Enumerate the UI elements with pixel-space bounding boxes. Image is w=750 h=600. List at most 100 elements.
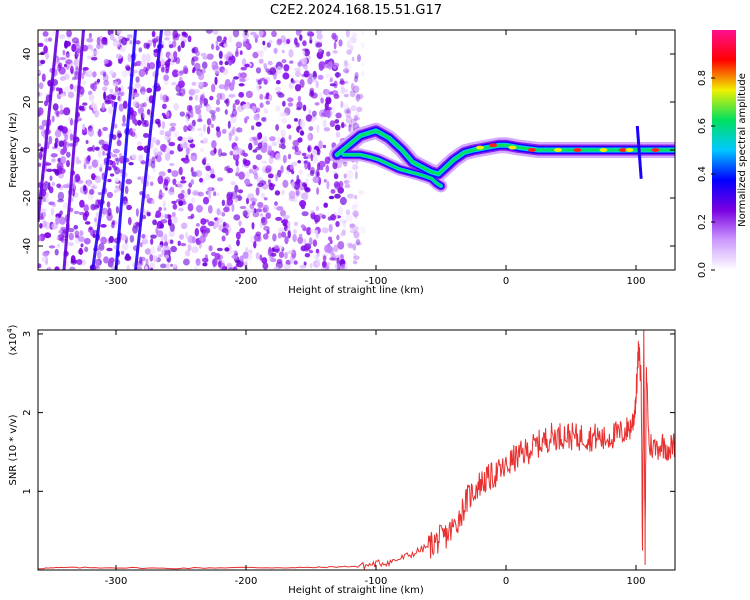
signal-track-band (335, 129, 675, 176)
noise-point (355, 93, 361, 102)
x-tick-label: 100 (626, 576, 645, 587)
noise-point (195, 258, 201, 266)
noise-point (346, 40, 352, 49)
noise-point (193, 62, 201, 72)
noise-point (83, 237, 91, 245)
noise-streak (134, 30, 163, 270)
noise-point (199, 147, 205, 153)
noise-point (275, 80, 281, 85)
noise-point (244, 63, 250, 68)
noise-point (164, 37, 170, 41)
noise-point (223, 36, 227, 42)
noise-point (303, 191, 309, 201)
noise-point (162, 181, 168, 190)
noise-point (268, 94, 273, 101)
noise-point (314, 102, 320, 106)
noise-point (134, 82, 141, 89)
noise-point (292, 139, 300, 147)
noise-point (146, 43, 151, 48)
noise-point (251, 106, 257, 113)
noise-point (206, 53, 214, 60)
noise-point (323, 88, 330, 96)
noise-point (73, 225, 79, 230)
noise-point (282, 214, 290, 220)
noise-point (279, 112, 287, 117)
noise-point (228, 94, 236, 98)
noise-point (54, 142, 58, 149)
noise-point (83, 204, 89, 213)
noise-point (239, 128, 243, 133)
noise-point (289, 164, 294, 170)
noise-point (43, 45, 48, 54)
noise-point (102, 150, 106, 156)
noise-point (196, 127, 203, 132)
snr-x-ticks: -300 -200 -100 0 100 (105, 330, 646, 587)
noise-point (187, 35, 192, 43)
noise-point (98, 243, 105, 251)
noise-point (218, 50, 223, 60)
noise-point (149, 253, 154, 262)
noise-point (44, 251, 50, 256)
noise-point (236, 166, 240, 175)
snr-panel: -300 -200 -100 0 100 1 2 3 Height of straight … (6, 324, 676, 596)
noise-point (308, 249, 313, 254)
noise-point (316, 33, 323, 40)
noise-point (80, 243, 84, 248)
noise-point (347, 33, 351, 42)
noise-point (223, 43, 228, 48)
noise-point (82, 80, 87, 85)
noise-point (161, 249, 165, 255)
noise-point (299, 34, 303, 41)
noise-point (59, 109, 65, 115)
noise-point (253, 113, 260, 121)
noise-point (75, 156, 80, 165)
noise-point (336, 234, 340, 241)
noise-point (276, 38, 283, 46)
noise-point (259, 254, 263, 261)
spectrogram-y-label: Frequency (Hz) (8, 112, 19, 188)
noise-point (317, 162, 321, 171)
noise-point (203, 137, 208, 144)
noise-point (156, 230, 164, 238)
noise-point (184, 249, 191, 257)
noise-point (224, 109, 228, 115)
noise-point (346, 170, 354, 179)
noise-point (346, 176, 353, 184)
noise-point (307, 146, 311, 152)
noise-point (271, 252, 277, 257)
noise-point (350, 45, 354, 51)
noise-point (108, 235, 114, 244)
noise-point (189, 143, 196, 148)
noise-point (74, 234, 80, 239)
noise-point (187, 136, 193, 141)
noise-point (223, 206, 230, 213)
noise-point (276, 206, 284, 211)
signal-peak (573, 148, 582, 152)
noise-point (191, 81, 197, 86)
noise-point (224, 247, 230, 252)
noise-point (101, 207, 109, 215)
noise-point (57, 199, 64, 203)
signal-spike (635, 125, 643, 179)
noise-point (120, 84, 124, 92)
noise-point (234, 50, 239, 58)
signal-peak (476, 145, 484, 150)
noise-point (312, 155, 319, 164)
noise-point (322, 260, 327, 268)
noise-point (38, 162, 42, 167)
noise-point (180, 41, 185, 49)
noise-point (194, 227, 199, 237)
noise-point (315, 30, 323, 35)
noise-point (164, 130, 172, 137)
noise-point (172, 203, 178, 210)
colorbar-tick-label: 0.8 (697, 70, 708, 86)
noise-point (275, 124, 279, 131)
noise-point (157, 122, 161, 128)
noise-point (199, 177, 203, 183)
noise-point (131, 115, 136, 124)
noise-point (116, 139, 122, 147)
noise-point (301, 211, 309, 217)
noise-point (303, 183, 308, 191)
noise-point (39, 208, 47, 213)
